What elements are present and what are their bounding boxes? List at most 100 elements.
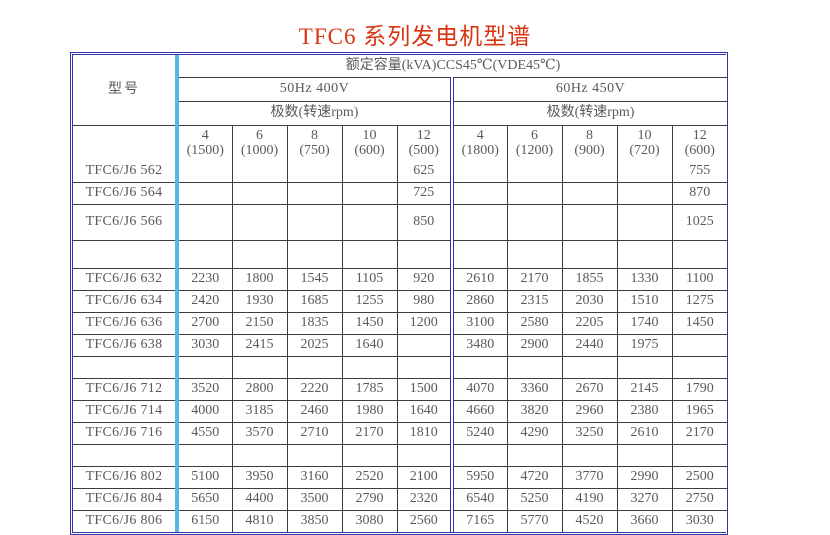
capacity-cell: 4190 <box>561 488 618 511</box>
capacity-cell: 7165 <box>451 510 508 532</box>
capacity-cell: 3250 <box>561 422 618 445</box>
model-cell <box>73 444 179 467</box>
table-row: TFC6/J6 564 725 870 <box>73 182 728 205</box>
pole-count: 10 <box>362 127 377 143</box>
capacity-cell: 2460 <box>286 400 343 423</box>
table-row: TFC6/J6 714 4000 3185 2460 1980 1640 4660 3820 2… <box>73 400 728 423</box>
capacity-cell: 3270 <box>616 488 673 511</box>
pole-col-6: 6 (1200) <box>506 125 563 161</box>
capacity-cell: 2170 <box>506 268 563 291</box>
capacity-cell: 4070 <box>451 378 508 401</box>
capacity-cell: 2170 <box>341 422 398 445</box>
capacity-cell <box>231 240 288 269</box>
pole-rpm: (900) <box>574 142 605 158</box>
capacity-cell <box>671 444 728 467</box>
capacity-cell: 4000 <box>176 400 233 423</box>
capacity-cell: 3030 <box>671 510 728 532</box>
capacity-cell <box>616 444 673 467</box>
capacity-cell: 3950 <box>231 466 288 489</box>
capacity-cell: 2440 <box>561 334 618 357</box>
capacity-cell <box>451 444 508 467</box>
capacity-cell: 2800 <box>231 378 288 401</box>
capacity-cell: 4400 <box>231 488 288 511</box>
capacity-cell <box>341 182 398 205</box>
capacity-cell: 1640 <box>396 400 454 423</box>
header-row-pole-label: 极数(转速rpm) 极数(转速rpm) <box>73 101 728 126</box>
capacity-cell: 1545 <box>286 268 343 291</box>
model-cell: TFC6/J6 636 <box>73 312 179 335</box>
model-cell: TFC6/J6 566 <box>73 204 179 241</box>
pole-col-2: 8 (750) <box>286 125 343 161</box>
capacity-cell: 2230 <box>176 268 233 291</box>
model-cell: TFC6/J6 634 <box>73 290 179 313</box>
spec-table-inner: 型号 额定容量(kVA)CCS45℃(VDE45℃) 50Hz 400V 60H… <box>72 54 728 533</box>
pole-rpm: (750) <box>299 142 330 158</box>
page-title: TFC6 系列发电机型谱 <box>298 24 532 49</box>
capacity-cell: 6540 <box>451 488 508 511</box>
capacity-cell: 1930 <box>231 290 288 313</box>
capacity-cell <box>286 444 343 467</box>
capacity-cell <box>231 161 288 183</box>
capacity-cell: 3520 <box>176 378 233 401</box>
capacity-cell: 5250 <box>506 488 563 511</box>
capacity-cell <box>341 204 398 241</box>
capacity-cell <box>561 161 618 183</box>
capacity-cell: 2860 <box>451 290 508 313</box>
pole-count: 12 <box>692 127 707 143</box>
model-cell <box>73 356 179 379</box>
capacity-cell <box>506 240 563 269</box>
capacity-cell <box>341 161 398 183</box>
pole-rpm: (1500) <box>186 142 224 158</box>
capacity-cell: 1855 <box>561 268 618 291</box>
model-column-header: 型号 <box>73 55 179 126</box>
capacity-cell: 870 <box>671 182 728 205</box>
capacity-cell <box>671 240 728 269</box>
capacity-cell: 2520 <box>341 466 398 489</box>
capacity-cell: 3100 <box>451 312 508 335</box>
capacity-cell: 3030 <box>176 334 233 357</box>
pole-col-4: 12 (500) <box>396 125 454 161</box>
pole-rpm: (600) <box>354 142 385 158</box>
capacity-cell <box>506 182 563 205</box>
model-cell: TFC6/J6 804 <box>73 488 179 511</box>
capacity-cell <box>506 204 563 241</box>
table-row: TFC6/J6 562 625 755 <box>73 161 728 183</box>
capacity-cell: 1330 <box>616 268 673 291</box>
table-row: TFC6/J6 716 4550 3570 2710 2170 1810 5240 4290 3… <box>73 422 728 445</box>
model-cell: TFC6/J6 562 <box>73 161 179 183</box>
capacity-cell <box>286 204 343 241</box>
table-header: 型号 额定容量(kVA)CCS45℃(VDE45℃) 50Hz 400V 60H… <box>73 55 728 161</box>
capacity-cell: 1025 <box>671 204 728 241</box>
capacity-cell <box>506 444 563 467</box>
capacity-cell <box>671 334 728 357</box>
capacity-cell: 1500 <box>396 378 454 401</box>
capacity-cell: 2145 <box>616 378 673 401</box>
capacity-cell: 1785 <box>341 378 398 401</box>
capacity-cell: 4550 <box>176 422 233 445</box>
capacity-cell: 1510 <box>616 290 673 313</box>
table-row: TFC6/J6 636 2700 2150 1835 1450 1200 3100 2580 2… <box>73 312 728 335</box>
capacity-cell: 3480 <box>451 334 508 357</box>
model-cell: TFC6/J6 802 <box>73 466 179 489</box>
capacity-cell <box>671 356 728 379</box>
capacity-cell <box>341 240 398 269</box>
spec-table-frame: 型号 额定容量(kVA)CCS45℃(VDE45℃) 50Hz 400V 60H… <box>70 52 728 535</box>
capacity-cell <box>451 204 508 241</box>
table-row: TFC6/J6 566 850 1025 <box>73 204 728 241</box>
capacity-cell <box>176 240 233 269</box>
pole-rpm: (1200) <box>515 142 554 158</box>
capacity-cell: 2750 <box>671 488 728 511</box>
capacity-header: 额定容量(kVA)CCS45℃(VDE45℃) <box>176 55 728 78</box>
capacity-cell: 4290 <box>506 422 563 445</box>
capacity-cell <box>506 161 563 183</box>
capacity-cell: 1105 <box>341 268 398 291</box>
capacity-cell: 625 <box>396 161 454 183</box>
capacity-cell <box>616 204 673 241</box>
capacity-cell: 1685 <box>286 290 343 313</box>
pole-col-7: 8 (900) <box>561 125 618 161</box>
model-header-spacer <box>73 125 179 161</box>
capacity-cell: 1800 <box>231 268 288 291</box>
model-cell: TFC6/J6 712 <box>73 378 179 401</box>
capacity-cell: 2960 <box>561 400 618 423</box>
pole-rpm: (1800) <box>461 142 499 158</box>
